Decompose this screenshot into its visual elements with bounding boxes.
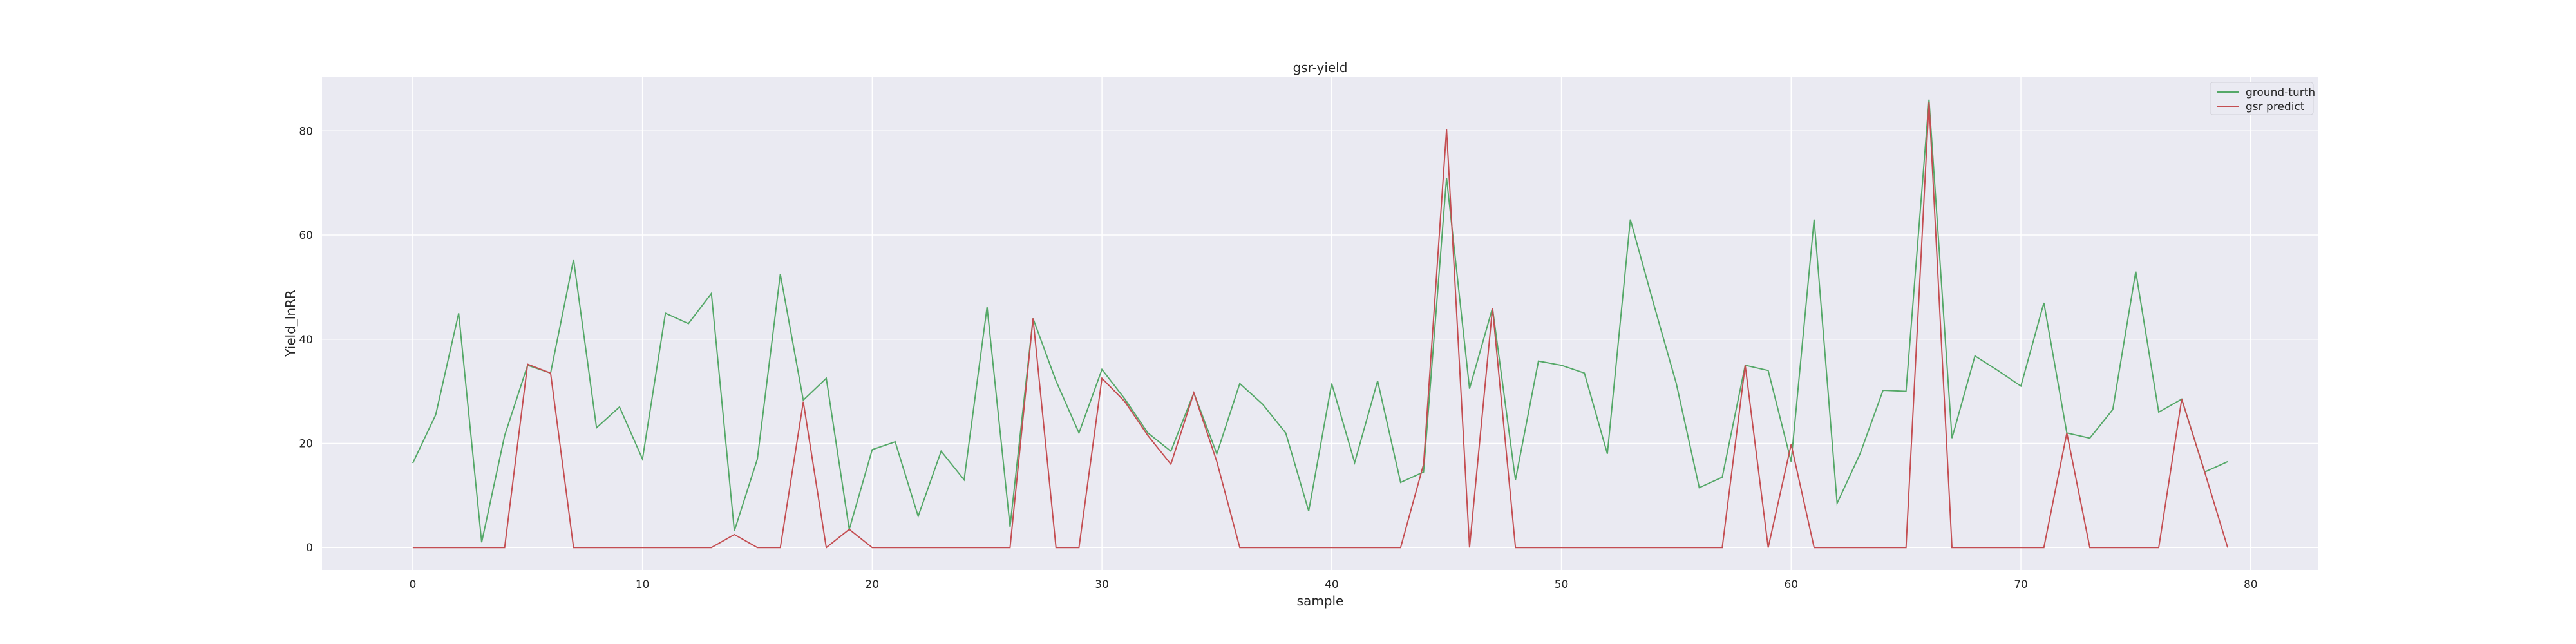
y-axis-label: Yield_lnRR	[283, 290, 298, 357]
y-tick-label: 0	[306, 542, 313, 554]
chart-title: gsr-yield	[1293, 60, 1348, 75]
y-tick-label: 60	[299, 229, 313, 242]
legend: ground-turth gsr predict	[2210, 82, 2315, 115]
series-line-ground-turth	[412, 99, 2228, 543]
tick-labels: 0 10 20 30 40 50 60 70 80 0 20 40 60 80	[299, 125, 2257, 591]
legend-label-gsr-predict: gsr predict	[2246, 100, 2305, 113]
x-tick-label: 0	[409, 578, 416, 591]
x-axis-label: sample	[1297, 593, 1344, 609]
series-lines	[412, 99, 2229, 549]
x-tick-label: 10	[636, 578, 650, 591]
plot-background	[322, 77, 2318, 570]
x-tick-label: 50	[1555, 578, 1569, 591]
series-line-gsr-predict	[412, 102, 2229, 549]
x-tick-label: 40	[1325, 578, 1339, 591]
x-tick-label: 30	[1095, 578, 1109, 591]
legend-label-ground-turth: ground-turth	[2246, 86, 2315, 99]
x-tick-label: 60	[1784, 578, 1798, 591]
y-tick-label: 80	[299, 125, 313, 138]
x-tick-label: 80	[2244, 578, 2258, 591]
y-tick-label: 40	[299, 334, 313, 346]
x-tick-label: 70	[2014, 578, 2028, 591]
x-tick-label: 20	[866, 578, 880, 591]
y-tick-label: 20	[299, 437, 313, 450]
